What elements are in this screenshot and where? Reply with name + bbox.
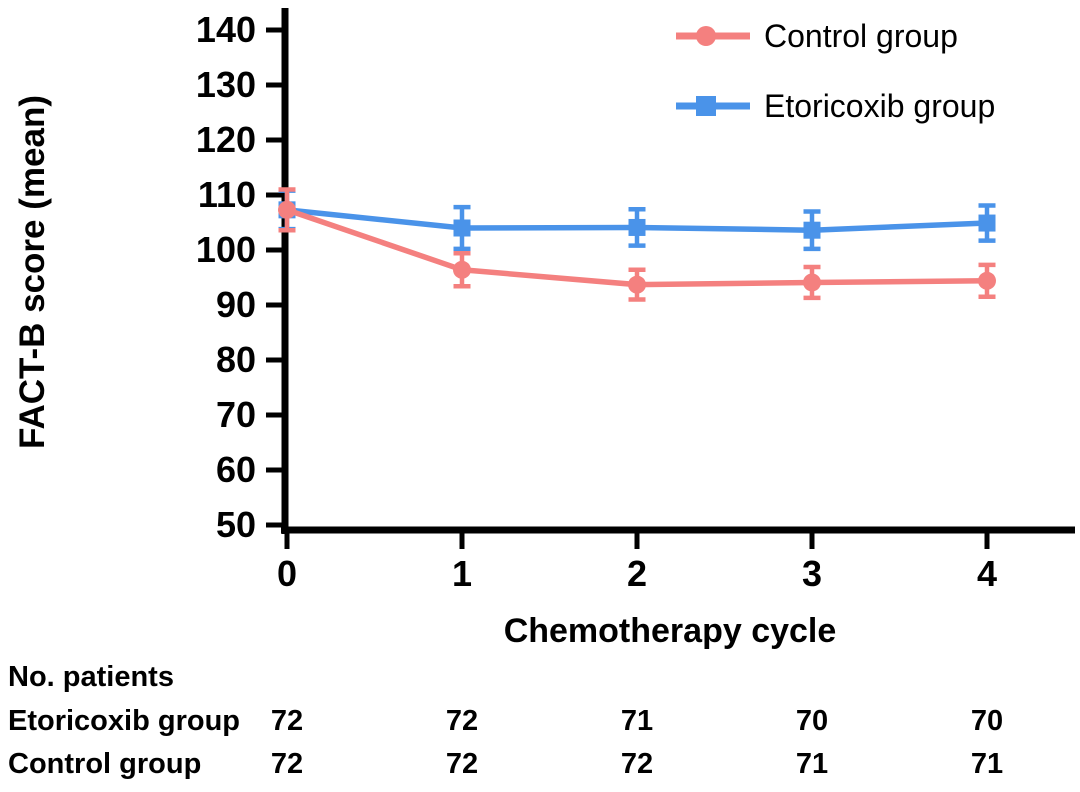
y-axis-tick-label: 110: [198, 174, 256, 215]
y-axis-tick-label: 130: [196, 64, 256, 105]
y-axis-tick-label: 90: [216, 284, 256, 325]
legend-marker-circle-icon: [696, 26, 716, 46]
data-point-control-group: [453, 260, 471, 279]
patients-count: 72: [445, 748, 479, 780]
patients-count: 70: [970, 705, 1004, 737]
legend-label-etoricoxib-group: Etoricoxib group: [764, 88, 995, 124]
data-point-etoricoxib-group: [978, 214, 996, 232]
patients-count: 71: [970, 748, 1004, 780]
line-chart: 50 60 70 80 90 100 110 120 130 140 0 1 2 3 4 FACT-B sco…: [13, 8, 1075, 650]
y-axis-tick-label: 120: [196, 119, 256, 160]
legend-marker-square-icon: [696, 96, 716, 116]
y-axis-tick-label: 80: [216, 339, 256, 380]
patients-table-title: No. patients: [8, 661, 174, 693]
patients-count: 72: [270, 705, 304, 737]
x-axis-tick-label: 3: [802, 553, 822, 594]
patients-count: 72: [270, 748, 304, 780]
y-axis-title: FACT-B score (mean): [13, 95, 52, 449]
data-point-etoricoxib-group: [453, 219, 471, 237]
y-axis-tick-label: 100: [196, 229, 256, 270]
legend-label-control-group: Control group: [764, 18, 958, 54]
patients-count: 72: [620, 748, 654, 780]
data-point-control-group: [978, 271, 996, 290]
x-axis-title: Chemotherapy cycle: [504, 612, 837, 650]
patients-count: 70: [795, 705, 829, 737]
y-axis-tick-label: 60: [216, 449, 256, 490]
y-axis-tick-label: 140: [196, 9, 256, 50]
y-axis-tick-label: 70: [216, 394, 256, 435]
x-axis-tick-label: 1: [452, 553, 472, 594]
data-point-control-group: [803, 273, 821, 292]
data-point-control-group: [628, 275, 646, 294]
x-axis-tick-label: 2: [627, 553, 647, 594]
patients-row-label-etoricoxib: Etoricoxib group: [8, 705, 240, 737]
patients-count: 71: [795, 748, 829, 780]
data-point-etoricoxib-group: [628, 218, 646, 236]
x-axis-tick-label: 0: [277, 553, 297, 594]
data-point-etoricoxib-group: [803, 221, 821, 239]
patients-count: 72: [445, 705, 479, 737]
patients-count: 71: [620, 705, 654, 737]
patients-row-label-control: Control group: [8, 748, 202, 780]
data-point-control-group: [278, 200, 296, 219]
y-axis-tick-label: 50: [216, 504, 256, 545]
x-axis-tick-label: 4: [977, 553, 997, 594]
